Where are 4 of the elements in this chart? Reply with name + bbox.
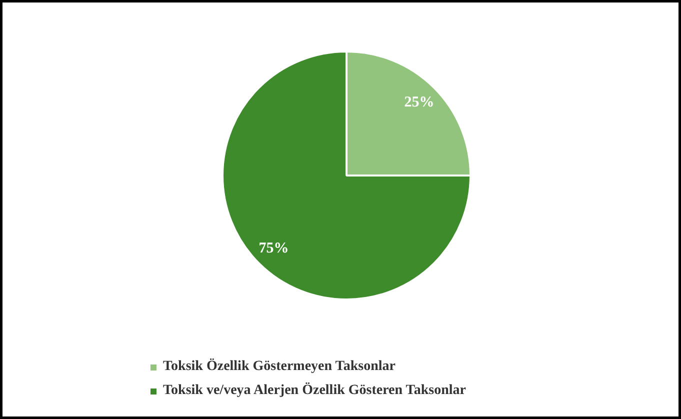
legend-label: Toksik ve/veya Alerjen Özellik Gösteren Taksonlar xyxy=(163,383,466,399)
legend-label: Toksik Özellik Göstermeyen Taksonlar xyxy=(163,359,396,375)
data-label: 25% xyxy=(404,94,434,111)
data-label: 75% xyxy=(258,240,289,256)
